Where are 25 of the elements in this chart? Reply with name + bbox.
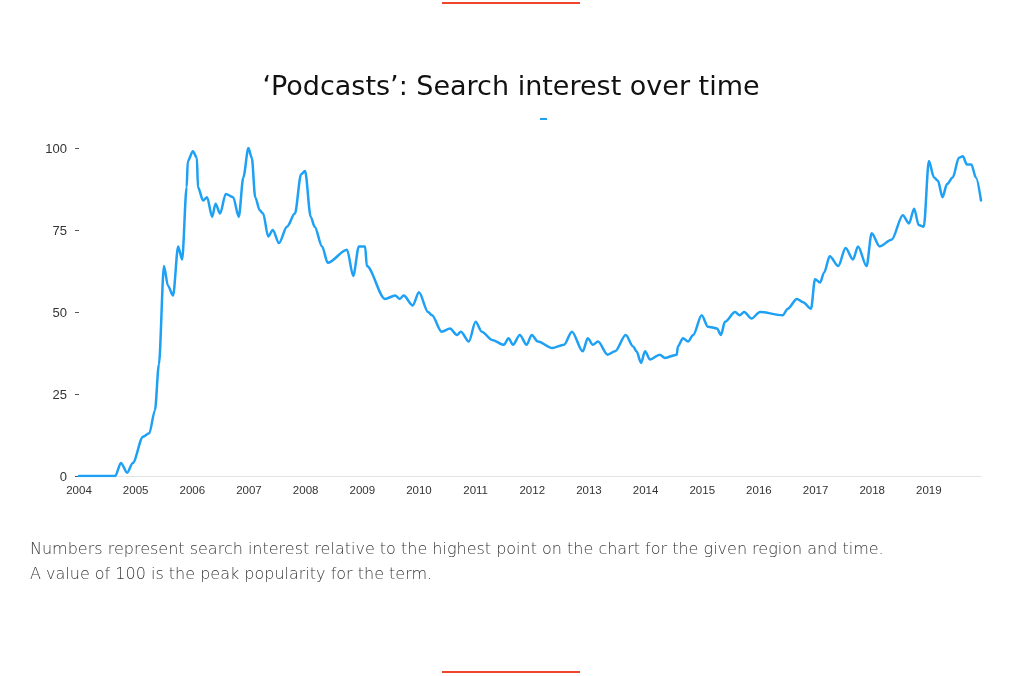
text: A value of 100 is the peak popularity for the term.: [30, 564, 433, 583]
x-tick-label: 2010: [406, 484, 432, 496]
x-tick-label: 2004: [66, 484, 93, 496]
x-tick-label: 2014: [632, 484, 659, 496]
line-series: [77, 146, 983, 478]
x-tick-label: 2005: [122, 484, 149, 496]
text: Numbers represent search interest relative to the highest point on the chart for the given region and time.: [30, 539, 884, 558]
y-tick-label: 50: [52, 304, 67, 320]
y-tick-label: 0: [59, 468, 67, 484]
x-tick-label: 2008: [292, 484, 319, 496]
x-tick-label: 2009: [349, 484, 376, 496]
chart-title: ‘Podcasts’: Search interest over time: [261, 70, 761, 101]
x-tick-label: 2016: [746, 484, 772, 496]
x-tick-label: 2017: [802, 484, 829, 496]
y-tick-label: 25: [52, 386, 67, 402]
y-tick-label: 100: [45, 140, 67, 156]
x-tick-label: 2007: [236, 484, 262, 496]
x-tick-label: 2013: [576, 484, 602, 496]
x-tick-label: 2011: [463, 484, 488, 496]
x-tick-label: 2006: [179, 484, 206, 496]
x-tick-label: 2018: [859, 484, 886, 496]
y-tick-label: 75: [52, 222, 67, 238]
x-tick-label: 2019: [916, 484, 942, 496]
x-tick-label: 2012: [519, 484, 546, 496]
x-tick-label: 2015: [689, 484, 716, 496]
